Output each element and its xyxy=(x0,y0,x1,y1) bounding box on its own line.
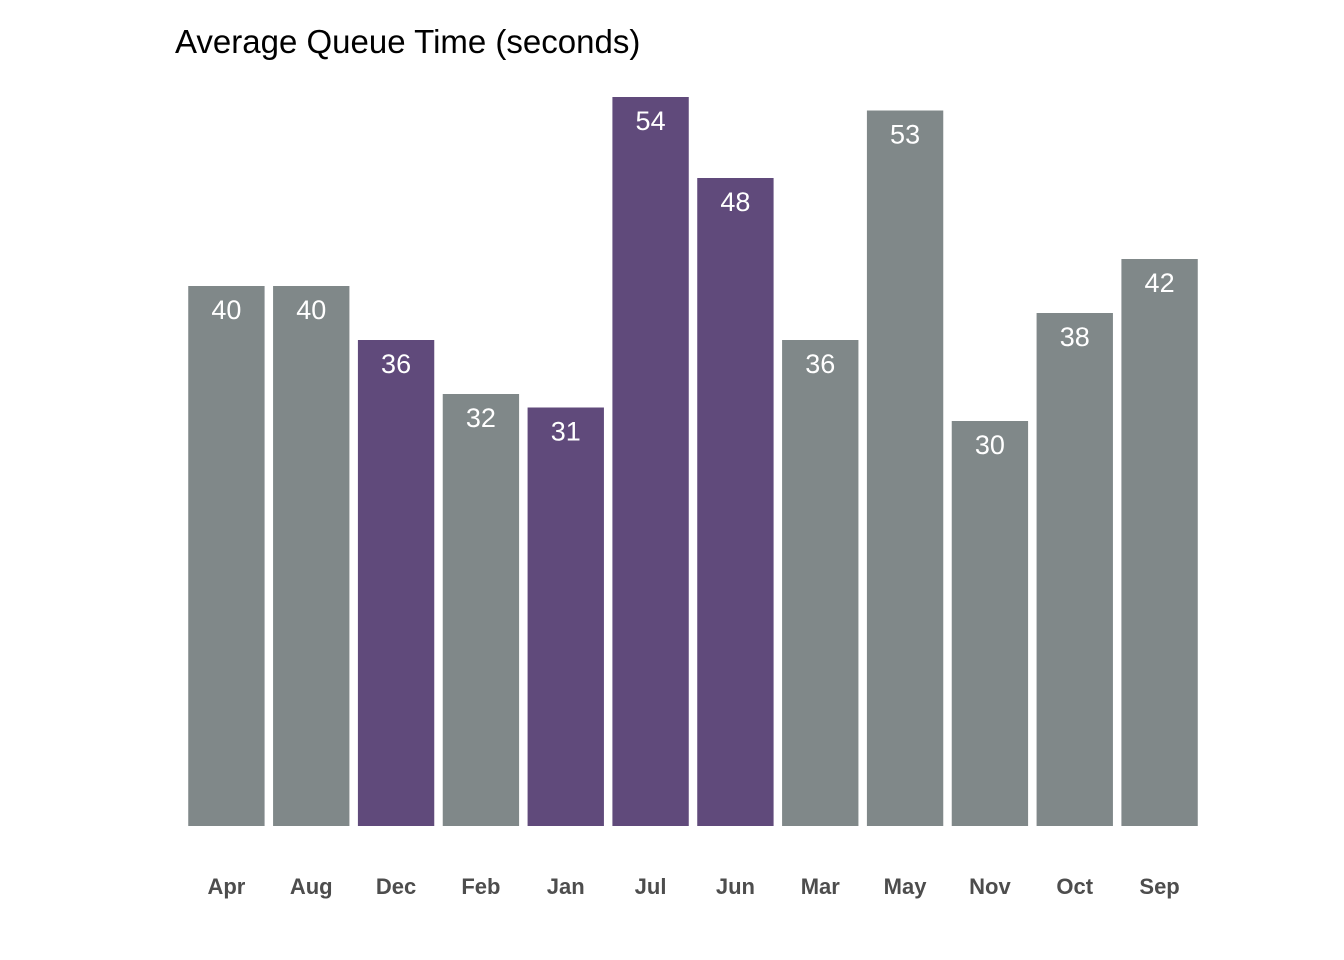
x-tick-label: Jul xyxy=(635,874,667,899)
x-tick-label: Feb xyxy=(461,874,500,899)
bar-value-label: 36 xyxy=(381,349,411,379)
bar-value-label: 38 xyxy=(1060,322,1090,352)
bar-jul xyxy=(612,97,689,826)
bar-apr xyxy=(188,286,265,826)
bar-jun xyxy=(697,178,774,826)
x-tick-label: Jun xyxy=(716,874,755,899)
x-tick-label: Jan xyxy=(547,874,585,899)
bar-may xyxy=(866,110,944,826)
x-tick-label: Aug xyxy=(290,874,333,899)
bar-feb xyxy=(442,394,520,826)
bar-oct xyxy=(1036,313,1113,826)
x-tick-label: Dec xyxy=(376,874,416,899)
bar-value-label: 40 xyxy=(296,295,326,325)
bar-value-label: 53 xyxy=(890,120,920,150)
bars-group xyxy=(188,97,1198,826)
bar-value-label: 30 xyxy=(975,430,1005,460)
x-tick-label: May xyxy=(884,874,928,899)
x-axis-tick-labels: Apr Aug Dec Feb Jan Jul Jun Mar May Nov Oct Sep xyxy=(207,874,1179,899)
x-tick-label: Nov xyxy=(969,874,1011,899)
bar-nov xyxy=(951,421,1029,826)
bar-value-label: 40 xyxy=(211,295,241,325)
bar-mar xyxy=(782,340,859,826)
bar-sep xyxy=(1121,259,1198,826)
x-tick-label: Oct xyxy=(1056,874,1093,899)
bar-value-label: 31 xyxy=(551,417,581,447)
bar-value-label: 48 xyxy=(720,187,750,217)
bar-aug xyxy=(273,286,350,826)
x-tick-label: Mar xyxy=(801,874,841,899)
value-labels-group: 40 40 36 32 31 54 48 36 53 30 38 42 xyxy=(211,106,1174,460)
bar-jan xyxy=(527,407,604,826)
bar-value-label: 32 xyxy=(466,403,496,433)
bar-dec xyxy=(357,340,435,826)
x-tick-label: Apr xyxy=(207,874,245,899)
bar-value-label: 36 xyxy=(805,349,835,379)
bar-value-label: 54 xyxy=(636,106,666,136)
chart-title: Average Queue Time (seconds) xyxy=(175,23,640,60)
bar-value-label: 42 xyxy=(1145,268,1175,298)
x-tick-label: Sep xyxy=(1139,874,1179,899)
